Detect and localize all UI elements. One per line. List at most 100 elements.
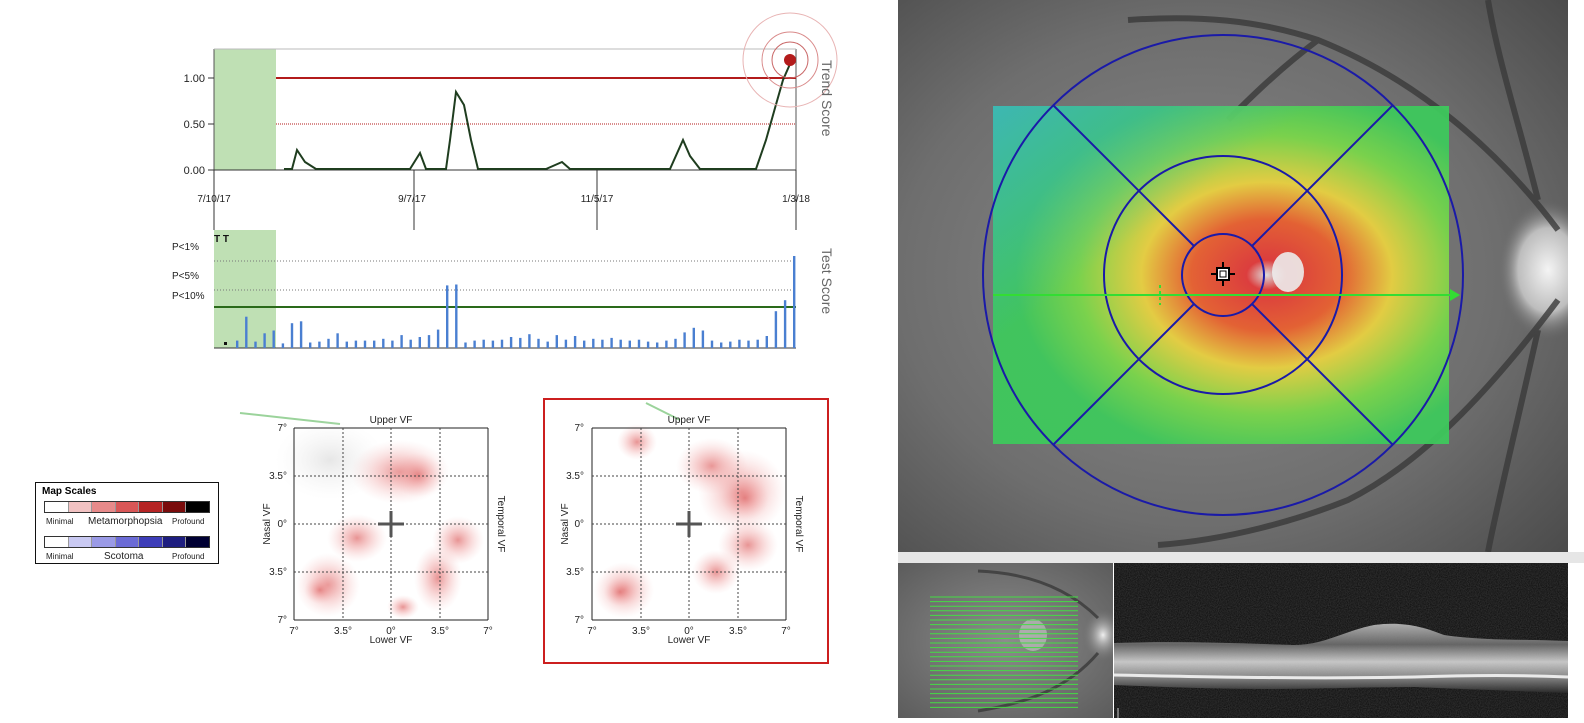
test-score-bar — [254, 341, 257, 348]
fundus-image[interactable] — [898, 0, 1568, 552]
test-score-bar — [546, 341, 549, 348]
metamorphopsia-swatch — [45, 502, 69, 512]
p-threshold-label: P<10% — [172, 291, 205, 302]
trend-y-tick: 1.00 — [184, 73, 205, 85]
test-score-bar — [601, 339, 604, 348]
metamorphopsia-label: Metamorphopsia — [88, 516, 163, 527]
test-marker: T T — [214, 234, 229, 245]
metamorphopsia-swatch — [186, 502, 210, 512]
vf-x-tick: 7° — [587, 626, 597, 637]
metamorphopsia-swatch — [92, 502, 116, 512]
test-score-bar — [665, 340, 668, 348]
lower-vf-label: Lower VF — [668, 635, 711, 646]
test-score-bar — [710, 340, 714, 348]
trend-y-tick: 0.00 — [184, 165, 205, 177]
test-score-bar — [573, 336, 577, 348]
oct-bscan[interactable] — [1114, 563, 1568, 718]
vf-y-tick: 3.5° — [269, 471, 287, 482]
date-tick: 1/3/18 — [782, 194, 810, 205]
scale-max-label: Profound — [172, 552, 205, 561]
legend-title: Map Scales — [42, 486, 97, 497]
nasal-vf-label: Nasal VF — [560, 503, 571, 544]
test-score-bar — [491, 340, 495, 348]
vf-x-tick: 3.5° — [632, 626, 650, 637]
thumbnail-canvas — [898, 563, 1113, 718]
vf-plot-right[interactable]: Upper VF Lower VF Nasal VF Temporal VF 7… — [543, 398, 829, 664]
test-score-label: Test Score — [819, 248, 835, 314]
test-score-bar — [281, 343, 285, 348]
test-score-bar — [299, 321, 303, 348]
test-score-bar — [464, 342, 467, 348]
test-score-bar — [345, 341, 348, 348]
test-score-bar — [701, 330, 705, 348]
scotoma-swatch — [92, 537, 116, 547]
test-score-bar — [245, 316, 248, 348]
test-score-bar — [720, 342, 723, 348]
baseline-band — [214, 230, 276, 348]
test-score-bar — [418, 337, 421, 348]
test-score-bar — [354, 340, 358, 348]
scotoma-scale — [44, 536, 210, 548]
date-tick: 7/10/17 — [197, 194, 231, 205]
report-canvas: 1.00 0.50 0.00 Trend Score 7/10/17 9/7/1… — [172, 12, 838, 664]
trend-score-label: Trend Score — [819, 60, 835, 137]
scotoma-swatch — [186, 537, 210, 547]
test-score-bar — [327, 338, 330, 348]
test-score-bar — [391, 340, 394, 348]
temporal-vf-label: Temporal VF — [793, 496, 804, 553]
test-score-bar — [263, 333, 266, 348]
test-score-bar — [656, 342, 659, 348]
scale-min-label: Minimal — [46, 552, 74, 561]
test-score-bar — [519, 337, 522, 348]
test-score-bar — [236, 340, 239, 348]
test-score-bar — [683, 332, 686, 348]
etdrs-grid — [982, 34, 1464, 516]
test-score-bar — [309, 342, 312, 348]
upper-vf-label: Upper VF — [668, 415, 711, 426]
scan-pattern — [930, 596, 1078, 708]
fundus-thumbnail[interactable] — [898, 563, 1113, 718]
test-score-bar — [500, 339, 504, 348]
lower-vf-label: Lower VF — [370, 635, 413, 646]
vf-y-tick: 7° — [277, 615, 287, 626]
test-score-bar — [765, 336, 768, 348]
metamorphopsia-swatch — [115, 502, 140, 512]
date-tick: 11/5/17 — [581, 194, 614, 205]
test-score-bar — [482, 339, 485, 348]
test-score-bar — [436, 329, 440, 348]
report-panel: 1.00 0.50 0.00 Trend Score 7/10/17 9/7/1… — [35, 12, 838, 664]
image-divider — [898, 552, 1584, 563]
vf-x-tick: 3.5° — [431, 626, 449, 637]
metamorphopsia-swatch — [162, 502, 187, 512]
test-score-bar — [774, 311, 778, 348]
vf-y-tick: 7° — [277, 423, 287, 434]
test-score-bar — [756, 339, 759, 348]
scale-max-label: Profound — [172, 517, 205, 526]
test-score-bar — [793, 256, 796, 348]
nasal-vf-label: Nasal VF — [262, 503, 273, 544]
test-score-bar — [729, 341, 732, 348]
test-score-bar — [564, 339, 568, 348]
vf-x-tick: 3.5° — [729, 626, 747, 637]
metamorphopsia-swatch — [139, 502, 163, 512]
baseline-band — [214, 49, 276, 170]
vf-x-tick: 7° — [781, 626, 791, 637]
vf-plot-left: Upper VF Lower VF Nasal VF Temporal VF 7… — [239, 412, 506, 646]
test-score-bar — [473, 340, 476, 348]
p-threshold-label: P<5% — [172, 271, 199, 282]
test-score-bar — [747, 340, 750, 348]
test-score-bar — [336, 333, 339, 348]
vf-x-tick: 7° — [289, 626, 299, 637]
test-score-bar — [318, 341, 321, 348]
scale-min-label: Minimal — [46, 517, 74, 526]
test-score-bar — [619, 339, 622, 348]
vf-x-tick: 3.5° — [334, 626, 352, 637]
vf-y-tick: 7° — [574, 423, 584, 434]
scotoma-label: Scotoma — [104, 551, 144, 562]
test-score-bar — [363, 340, 367, 348]
current-score-indicator — [742, 12, 838, 108]
test-score-bars — [236, 256, 796, 348]
selected-plot-frame — [543, 398, 829, 664]
oct-canvas — [1114, 563, 1568, 718]
test-score-chart: P<1% P<5% P<10% T T Test Score — [172, 230, 835, 349]
